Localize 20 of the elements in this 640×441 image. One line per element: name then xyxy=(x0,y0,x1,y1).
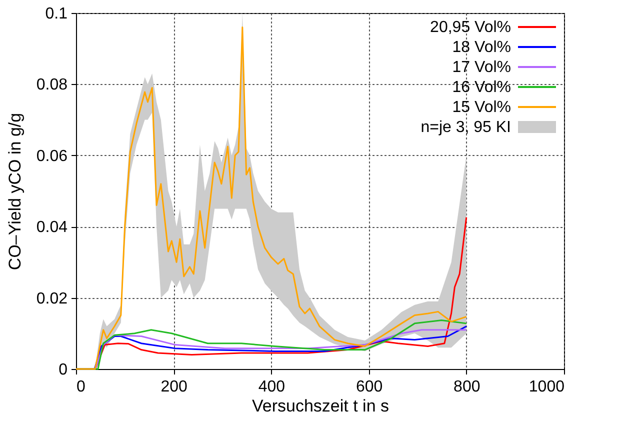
y-tick-label: 0.04 xyxy=(36,219,68,236)
x-axis-title: Versuchszeit t in s xyxy=(252,396,390,416)
annotation: n=je 3, 95 KI xyxy=(420,119,511,136)
y-tick-label: 0.1 xyxy=(45,6,68,22)
y-tick-label: 0.06 xyxy=(36,148,68,165)
y-tick-label: 0.08 xyxy=(36,76,68,94)
x-tick-label: 800 xyxy=(454,378,480,396)
x-tick-label: 200 xyxy=(160,378,188,396)
x-tick-label: 0 xyxy=(76,378,86,396)
y-axis-title: CO–Yield yCO in g/g xyxy=(5,112,24,270)
legend-label: 20,95 Vol% xyxy=(430,19,511,36)
legend-label: 18 Vol% xyxy=(452,39,511,56)
legend-label: 15 Vol% xyxy=(452,99,511,116)
legend-label: 16 Vol% xyxy=(452,79,511,96)
x-tick-label: 400 xyxy=(258,378,286,396)
x-tick-label: 600 xyxy=(356,378,383,396)
y-tick-label: 0.02 xyxy=(36,290,68,308)
legend-label: 17 Vol% xyxy=(452,59,511,76)
y-tick-label: 0 xyxy=(58,362,68,378)
x-tick-label: 1000 xyxy=(528,378,565,396)
